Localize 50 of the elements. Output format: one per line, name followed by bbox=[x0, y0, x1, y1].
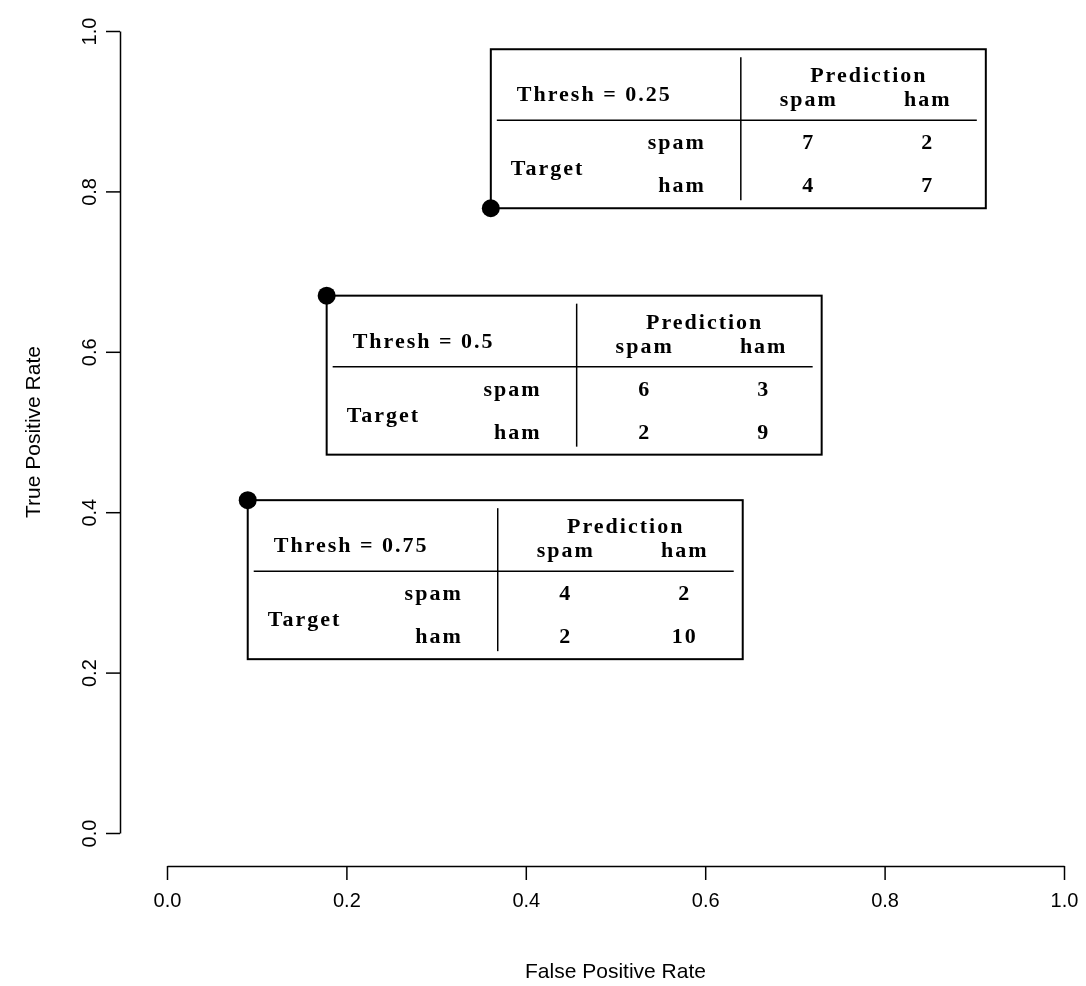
x-tick-label: 0.2 bbox=[332, 889, 361, 911]
annotation: 7 bbox=[921, 172, 935, 198]
annotation: 10 bbox=[671, 623, 698, 649]
annotation: spam bbox=[404, 580, 463, 606]
annotation: Prediction bbox=[645, 308, 764, 334]
annotation: 4 bbox=[559, 580, 573, 606]
y-axis-title: True Positive Rate bbox=[21, 346, 44, 518]
annotation: Thresh = 0.5 bbox=[352, 327, 495, 353]
annotation: 2 bbox=[921, 129, 935, 155]
point bbox=[481, 199, 500, 218]
annotation: 2 bbox=[559, 623, 573, 649]
x-tick-label: 0.6 bbox=[691, 889, 720, 911]
annotation: Prediction bbox=[810, 62, 928, 88]
annotation: ham bbox=[660, 537, 709, 563]
x-axis-title: False Positive Rate bbox=[525, 959, 706, 982]
annotation: ham bbox=[904, 86, 952, 112]
annotation: spam bbox=[647, 129, 706, 155]
y-tick-label: 0.2 bbox=[78, 659, 100, 688]
annotation: Thresh = 0.75 bbox=[273, 532, 429, 558]
annotation: Thresh = 0.25 bbox=[516, 81, 672, 107]
point bbox=[317, 286, 336, 305]
annotation: spam bbox=[483, 375, 542, 401]
annotation: ham bbox=[494, 418, 542, 444]
y-tick-label: 0.8 bbox=[78, 177, 100, 206]
x-tick-label: 1.0 bbox=[1050, 889, 1079, 911]
x-tick-label: 0.4 bbox=[512, 889, 541, 911]
x-tick-label: 0.8 bbox=[871, 889, 900, 911]
annotation: Target bbox=[510, 155, 585, 181]
point bbox=[238, 491, 257, 510]
annotation: spam bbox=[536, 537, 595, 563]
y-tick-label: 0.6 bbox=[78, 338, 100, 367]
y-tick-label: 0.4 bbox=[78, 498, 100, 527]
y-tick-label: 1.0 bbox=[78, 17, 100, 46]
annotation: ham bbox=[415, 623, 463, 649]
annotation: 6 bbox=[638, 375, 652, 401]
annotation: 7 bbox=[802, 129, 816, 155]
annotation: Target bbox=[267, 606, 342, 632]
annotation: spam bbox=[779, 86, 838, 112]
annotation: 2 bbox=[638, 418, 652, 444]
annotation: 9 bbox=[757, 418, 771, 444]
x-tick-label: 0.0 bbox=[153, 889, 182, 911]
annotation: 3 bbox=[757, 375, 771, 401]
annotation: 2 bbox=[678, 580, 692, 606]
annotation: Target bbox=[346, 401, 421, 427]
annotation: ham bbox=[658, 172, 706, 198]
annotation: Prediction bbox=[567, 513, 685, 539]
y-tick-label: 0.0 bbox=[78, 819, 100, 848]
annotation: 4 bbox=[802, 172, 816, 198]
annotation: ham bbox=[739, 332, 788, 358]
annotation: spam bbox=[615, 332, 674, 358]
